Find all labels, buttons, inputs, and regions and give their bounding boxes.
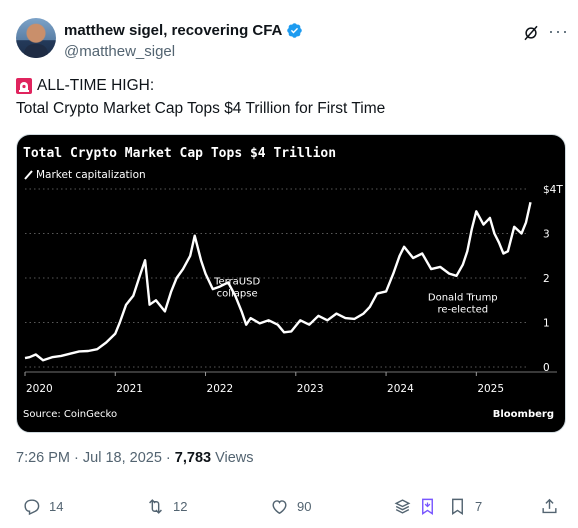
chart-title: Total Crypto Market Cap Tops $4 Trillion (23, 146, 336, 161)
annotation-text: TerraUSD (213, 277, 260, 288)
chart-brand: Bloomberg (493, 409, 554, 420)
author-handle[interactable]: @matthew_sigel (64, 43, 176, 60)
y-axis-ticks: 0 1 2 3 $4T (543, 184, 563, 374)
reply-icon (24, 499, 40, 516)
y-tick-label: 1 (543, 318, 550, 330)
repost-button[interactable]: 12 (146, 497, 187, 516)
verified-badge-icon (287, 23, 303, 38)
x-tick-label: 2020 (26, 383, 53, 395)
chart-image[interactable]: Total Crypto Market Cap Tops $4 Trillion… (16, 134, 566, 433)
y-tick-label: 3 (543, 229, 550, 241)
x-tick-label: 2023 (297, 383, 324, 395)
timestamp[interactable]: 7:26 PM · Jul 18, 2025 · (16, 450, 175, 466)
bookmark-button[interactable]: 7 (448, 497, 482, 516)
y-tick-label: $4T (543, 184, 563, 196)
like-icon (272, 500, 287, 515)
siren-icon (16, 78, 32, 94)
annotation-text: re-elected (437, 304, 488, 315)
author-name-row[interactable]: matthew sigel, recovering CFA (64, 22, 303, 39)
market-cap-chart: Total Crypto Market Cap Tops $4 Trillion… (23, 146, 563, 420)
share-button[interactable] (540, 497, 559, 516)
y-tick-label: 2 (543, 273, 550, 285)
x-tick-label: 2024 (387, 383, 414, 395)
grok-icon[interactable] (522, 24, 540, 42)
action-bar: 14 12 90 7 (0, 497, 578, 521)
author-display-name[interactable]: matthew sigel, recovering CFA (64, 22, 283, 39)
chart-gridlines (25, 188, 529, 368)
legend: Market capitalization (24, 169, 146, 181)
layers-button[interactable] (393, 497, 412, 516)
bookmark-alt-icon (422, 498, 433, 515)
bookmark-icon (452, 498, 463, 515)
layers-icon (394, 499, 411, 514)
bookmark-count: 7 (475, 499, 483, 514)
tweet-headline: ALL-TIME HIGH: (37, 77, 155, 94)
chart-source: Source: CoinGecko (23, 409, 117, 420)
avatar[interactable] (16, 18, 56, 58)
reply-count: 14 (49, 499, 64, 514)
x-tick-label: 2025 (477, 383, 504, 395)
repost-count: 12 (173, 499, 188, 514)
bookmark-alt-button[interactable] (418, 497, 437, 516)
more-icon[interactable]: ··· (548, 21, 569, 41)
like-button[interactable]: 90 (270, 497, 311, 516)
x-axis-ticks: 2020 2021 2022 2023 2024 2025 (24, 371, 557, 395)
annotation-text: Donald Trump (428, 292, 498, 303)
y-tick-label: 0 (543, 362, 550, 374)
market-cap-line (24, 202, 532, 362)
tweet-text-line1: ALL-TIME HIGH: (16, 77, 154, 95)
legend-label: Market capitalization (36, 169, 146, 181)
tweet-meta: 7:26 PM · Jul 18, 2025 · 7,783 Views (16, 450, 254, 466)
annotation-text: collapse (217, 289, 258, 300)
views-count: 7,783 (174, 450, 212, 466)
reply-button[interactable]: 14 (22, 497, 63, 516)
like-count: 90 (297, 499, 312, 514)
views-label: Views (211, 450, 254, 466)
x-tick-label: 2021 (116, 383, 143, 395)
share-icon (542, 498, 557, 514)
x-tick-label: 2022 (207, 383, 234, 395)
repost-icon (149, 499, 162, 514)
tweet-text-line2: Total Crypto Market Cap Tops $4 Trillion… (16, 100, 386, 117)
